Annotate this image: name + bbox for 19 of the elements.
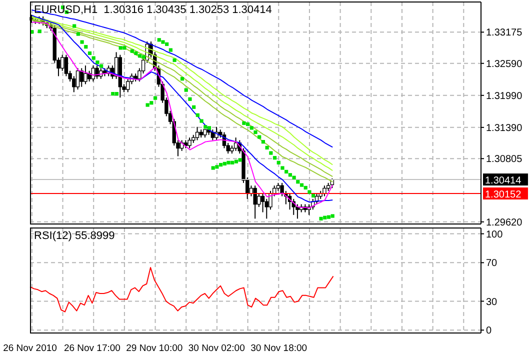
y-tick-label: 100 [486, 229, 504, 240]
x-tick-label: 30 Nov 02:00 [188, 343, 245, 354]
y-tick-label: 1.33175 [486, 28, 523, 39]
chart-title: EURUSD,H1 1.30316 1.30435 1.30253 1.30414 [34, 4, 272, 16]
y-tick-label: 1.31990 [486, 90, 523, 102]
x-tick-label: 29 Nov 10:00 [126, 343, 183, 354]
y-tick-label: 0 [486, 326, 492, 337]
ref-line-label: 1.30414 [485, 175, 522, 186]
x-tick-label: 26 Nov 17:00 [64, 343, 120, 354]
y-tick-label: 1.31390 [486, 122, 523, 134]
y-tick-label: 70 [486, 258, 498, 270]
y-tick-label: 1.29620 [486, 217, 523, 228]
y-tick-label: 30 [486, 296, 498, 308]
ref-line-label: 1.30152 [485, 189, 522, 200]
y-tick-label: 1.32590 [486, 58, 523, 70]
chart-title: RSI(12) 55.8999 [34, 230, 115, 242]
y-tick-label: 1.30805 [486, 154, 523, 166]
x-tick-label: 26 Nov 2010 [3, 343, 57, 354]
x-tick-label: 30 Nov 18:00 [250, 343, 308, 354]
